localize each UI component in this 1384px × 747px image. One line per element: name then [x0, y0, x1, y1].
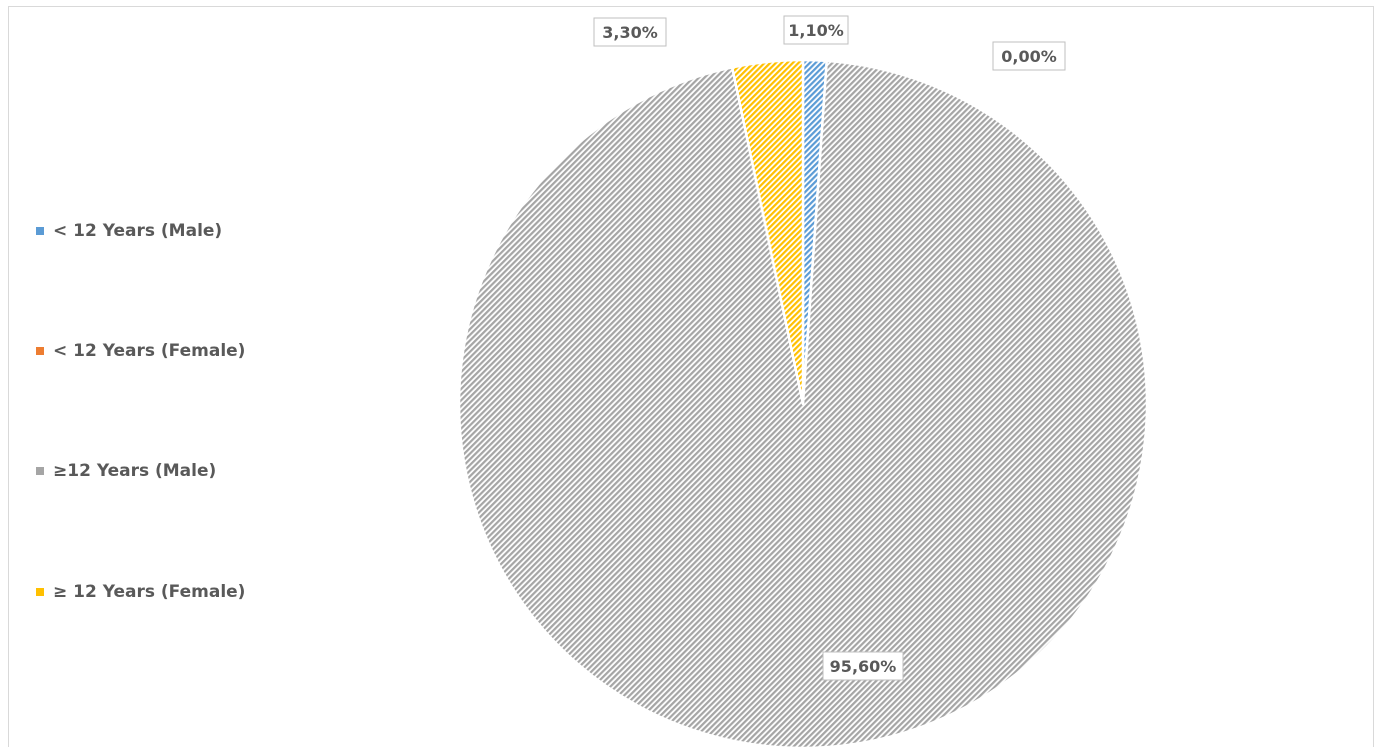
data-label-text-0: 1,10%: [788, 21, 844, 40]
pie-slices: [457, 58, 1149, 747]
legend-label-over12-female: ≥ 12 Years (Female): [53, 582, 246, 602]
data-label-box-3: [593, 17, 667, 47]
pie-data-labels: 1,10% 0,00% 95,60% 3,30%: [593, 15, 1066, 681]
legend-label-over12-male: ≥12 Years (Male): [53, 461, 217, 481]
data-label-box-2: [822, 651, 904, 681]
legend-swatch-under12-male: [36, 227, 44, 235]
data-label-0: 1,10%: [783, 15, 849, 45]
data-label-text-2: 95,60%: [830, 657, 897, 676]
legend-swatch-under12-female: [36, 347, 44, 355]
data-label-text-1: 0,00%: [1001, 47, 1057, 66]
pie-slice-3: [730, 58, 805, 406]
data-label-3: 3,30%: [593, 17, 667, 47]
legend: < 12 Years (Male) < 12 Years (Female) ≥1…: [36, 0, 336, 747]
legend-swatch-over12-male: [36, 467, 44, 475]
legend-item-over12-female: ≥ 12 Years (Female): [36, 580, 245, 604]
data-label-2: 95,60%: [822, 651, 904, 681]
data-label-text-3: 3,30%: [602, 23, 658, 42]
legend-label-under12-female: < 12 Years (Female): [53, 341, 246, 361]
legend-item-under12-female: < 12 Years (Female): [36, 339, 245, 363]
legend-label-under12-male: < 12 Years (Male): [53, 221, 223, 241]
legend-item-under12-male: < 12 Years (Male): [36, 219, 222, 243]
data-label-1: 0,00%: [992, 41, 1066, 71]
pie-slice-2: [457, 59, 1149, 747]
legend-item-over12-male: ≥12 Years (Male): [36, 459, 216, 483]
data-label-box-1: [992, 41, 1066, 71]
data-label-box-0: [783, 15, 849, 45]
legend-swatch-over12-female: [36, 588, 44, 596]
